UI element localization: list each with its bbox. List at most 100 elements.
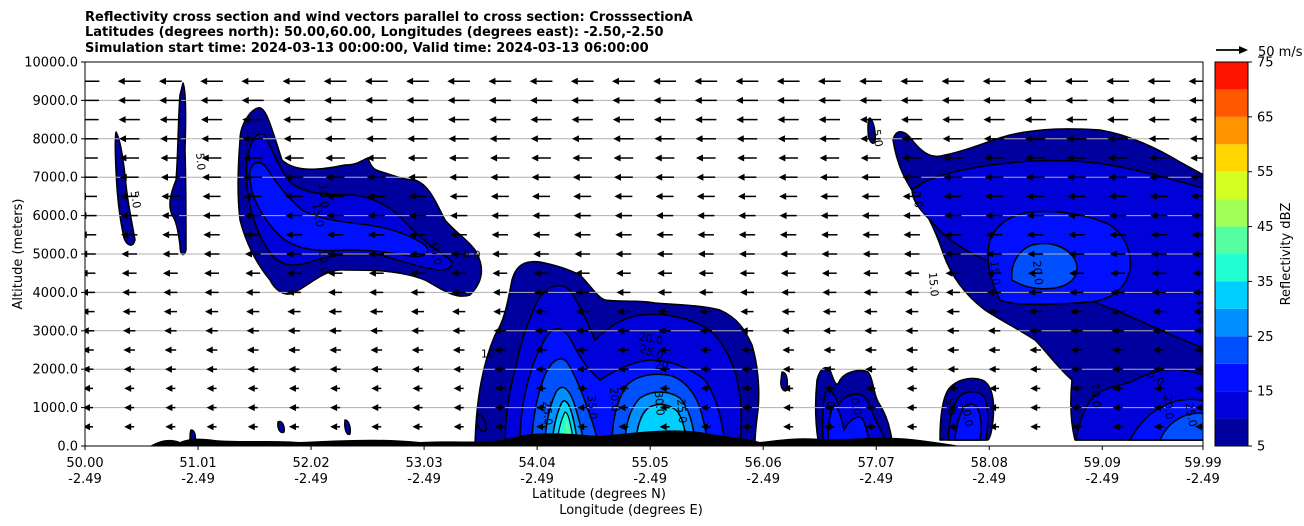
wind-vector	[945, 269, 961, 277]
wind-vector	[85, 99, 99, 102]
wind-vector	[1023, 77, 1047, 85]
wind-vector	[203, 231, 220, 239]
wind-vector	[246, 346, 259, 354]
wind-vector	[989, 384, 1000, 392]
wind-vector	[493, 327, 507, 335]
wind-vector	[780, 250, 796, 258]
x-tick-label-longitude: -2.49	[1186, 472, 1220, 487]
colorbar-tick-label: 15	[1257, 385, 1274, 400]
wind-vector	[819, 173, 839, 181]
wind-vector	[1066, 154, 1087, 162]
wind-vector	[287, 327, 301, 335]
contour-label: 5.0	[821, 390, 837, 409]
wind-vector	[943, 192, 962, 200]
wind-vector	[1024, 96, 1047, 104]
wind-vector	[204, 288, 219, 296]
wind-vector	[1188, 77, 1203, 85]
wind-vector	[367, 192, 386, 200]
cell-small-left	[114, 131, 136, 246]
wind-vector	[1192, 269, 1203, 277]
wind-vector	[490, 192, 509, 200]
wind-vector	[576, 327, 589, 335]
wind-vector	[818, 116, 840, 124]
x-tick-label-latitude: 51.01	[179, 456, 216, 471]
wind-vector	[408, 192, 427, 200]
wind-vector	[906, 404, 917, 412]
wind-vector	[122, 288, 137, 296]
wind-vector	[162, 269, 178, 277]
wind-vector	[532, 231, 550, 239]
wind-vector	[410, 308, 425, 316]
wind-vector	[657, 308, 672, 316]
wind-vector	[783, 404, 794, 412]
wind-vector	[741, 423, 752, 431]
wind-vector	[367, 212, 385, 220]
wind-vector	[1029, 327, 1042, 335]
wind-vector	[247, 384, 258, 392]
wind-vector	[901, 154, 922, 162]
wind-vector	[124, 423, 135, 431]
wind-vector	[574, 231, 591, 239]
y-tick-label: 0.0	[57, 440, 78, 455]
wind-vector	[1147, 96, 1170, 104]
wind-vector	[242, 135, 263, 143]
wind-vector	[741, 365, 753, 373]
wind-vector	[286, 250, 302, 258]
wind-vector	[821, 231, 838, 239]
wind-vector	[85, 346, 94, 354]
wind-vector	[450, 250, 467, 258]
wind-vector	[905, 327, 918, 335]
wind-vector	[1148, 135, 1170, 143]
wind-vector	[202, 173, 221, 181]
cell-tiny-52b	[344, 419, 351, 436]
wind-vector	[325, 154, 345, 162]
wind-vector	[160, 154, 181, 162]
wind-vector	[573, 192, 592, 200]
wind-vector	[494, 423, 505, 431]
wind-vector	[165, 423, 176, 431]
wind-vector	[118, 96, 141, 104]
wind-vector	[1070, 346, 1083, 354]
colorbar-band	[1215, 336, 1248, 364]
wind-vector	[447, 96, 470, 104]
wind-vector	[904, 288, 919, 296]
wind-vector	[1195, 384, 1203, 392]
wind-vector	[328, 308, 342, 316]
wind-vector	[988, 346, 1000, 354]
wind-vector	[1112, 384, 1123, 392]
wind-vector	[1150, 212, 1168, 220]
wind-vector	[903, 250, 920, 258]
wind-vector	[738, 231, 756, 239]
colorbar-band	[1215, 254, 1248, 282]
wind-vector	[325, 173, 345, 181]
wind-vector	[1106, 96, 1129, 104]
wind-vector	[616, 269, 631, 277]
wind-vector	[371, 384, 382, 392]
wind-vector	[165, 404, 176, 412]
wind-vector	[1111, 327, 1124, 335]
wind-vector	[412, 404, 423, 412]
wind-vector	[490, 173, 510, 181]
wind-vector	[241, 77, 265, 85]
wind-vector	[85, 308, 95, 316]
wind-vector	[735, 77, 759, 85]
wind-vector	[741, 384, 752, 392]
wind-vector	[330, 404, 341, 412]
wind-vector	[737, 192, 756, 200]
wind-vector	[1067, 212, 1086, 220]
wind-vector	[946, 308, 960, 316]
wind-vector	[368, 269, 384, 277]
contour-label: 20.0	[638, 330, 664, 347]
wind-vector	[821, 250, 838, 258]
wind-vector	[782, 365, 794, 373]
contour-label: 20.0	[1161, 395, 1176, 421]
wind-vector	[735, 96, 758, 104]
x-tick-label-latitude: 55.05	[632, 456, 669, 471]
wind-vector	[284, 192, 303, 200]
wind-vector	[1025, 154, 1046, 162]
wind-vector	[244, 231, 261, 239]
wind-vector	[286, 288, 301, 296]
wind-vector	[1029, 365, 1041, 373]
wind-vector	[736, 116, 758, 124]
